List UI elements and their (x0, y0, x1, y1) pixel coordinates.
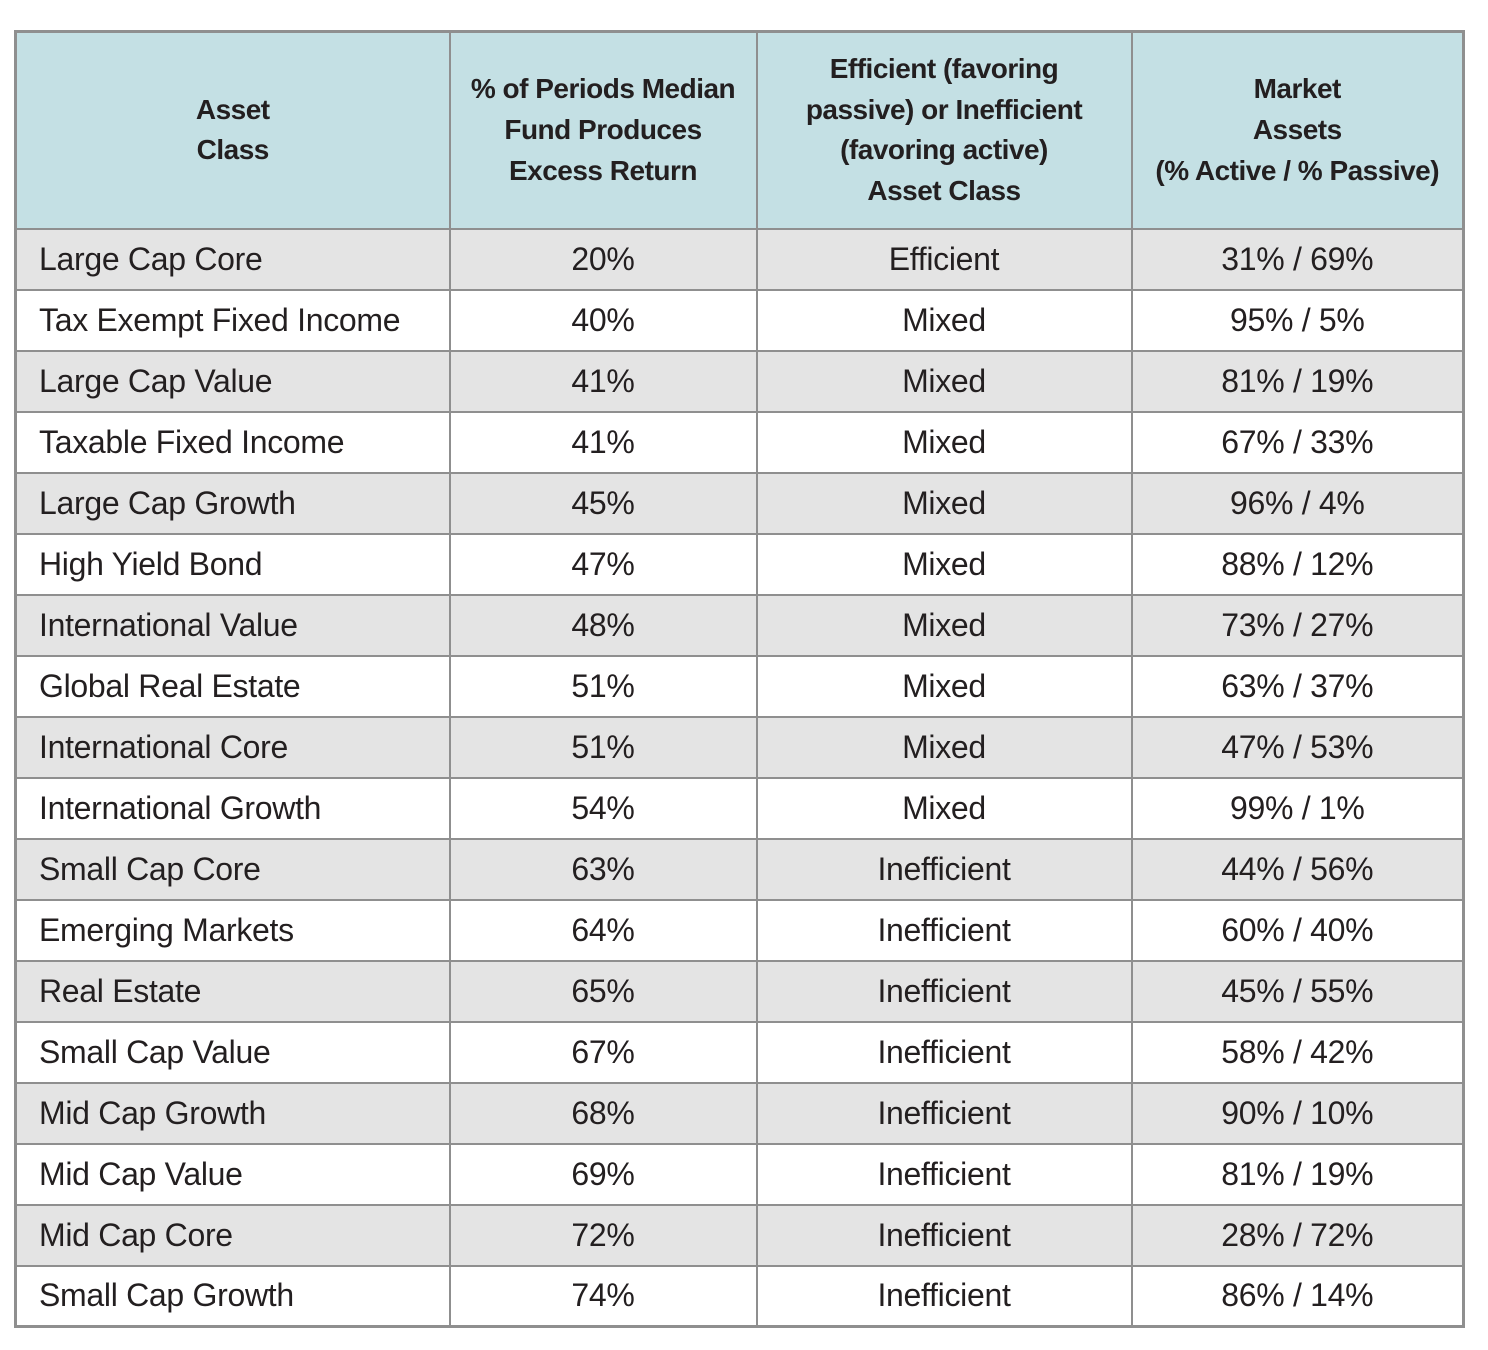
market-assets-cell: 45% / 55% (1130, 959, 1465, 1023)
market-assets-cell: 44% / 56% (1130, 837, 1465, 901)
efficiency-cell: Inefficient (755, 1264, 1133, 1328)
excess-return-cell: 41% (448, 410, 758, 474)
excess-return-cell: 51% (448, 654, 758, 718)
efficiency-cell: Mixed (755, 776, 1133, 840)
efficiency-cell: Mixed (755, 654, 1133, 718)
market-assets-cell: 90% / 10% (1130, 1081, 1465, 1145)
efficiency-cell: Inefficient (755, 959, 1133, 1023)
table-row: High Yield Bond 47% Mixed 88% / 12% (14, 532, 1465, 596)
excess-return-cell: 20% (448, 227, 758, 291)
header-excess-return: % of Periods Median Fund Produces Excess… (448, 30, 758, 230)
asset-class-cell: Small Cap Growth (14, 1264, 451, 1328)
excess-return-cell: 65% (448, 959, 758, 1023)
asset-class-cell: Taxable Fixed Income (14, 410, 451, 474)
asset-class-cell: International Value (14, 593, 451, 657)
efficiency-cell: Inefficient (755, 837, 1133, 901)
asset-class-cell: Mid Cap Growth (14, 1081, 451, 1145)
market-assets-cell: 60% / 40% (1130, 898, 1465, 962)
asset-class-cell: High Yield Bond (14, 532, 451, 596)
table-row: International Core 51% Mixed 47% / 53% (14, 715, 1465, 779)
excess-return-cell: 41% (448, 349, 758, 413)
header-efficiency: Efficient (favoring passive) or Ineffici… (755, 30, 1133, 230)
excess-return-cell: 48% (448, 593, 758, 657)
table-row: Emerging Markets 64% Inefficient 60% / 40% (14, 898, 1465, 962)
efficiency-cell: Inefficient (755, 1203, 1133, 1267)
market-assets-cell: 58% / 42% (1130, 1020, 1465, 1084)
asset-class-cell: Large Cap Value (14, 349, 451, 413)
excess-return-cell: 68% (448, 1081, 758, 1145)
excess-return-cell: 40% (448, 288, 758, 352)
market-assets-cell: 28% / 72% (1130, 1203, 1465, 1267)
market-assets-cell: 95% / 5% (1130, 288, 1465, 352)
excess-return-cell: 64% (448, 898, 758, 962)
excess-return-cell: 74% (448, 1264, 758, 1328)
asset-class-cell: International Core (14, 715, 451, 779)
table-row: International Growth 54% Mixed 99% / 1% (14, 776, 1465, 840)
excess-return-cell: 67% (448, 1020, 758, 1084)
asset-class-cell: Emerging Markets (14, 898, 451, 962)
efficiency-cell: Mixed (755, 532, 1133, 596)
table-row: Real Estate 65% Inefficient 45% / 55% (14, 959, 1465, 1023)
market-assets-cell: 88% / 12% (1130, 532, 1465, 596)
table-row: Tax Exempt Fixed Income 40% Mixed 95% / 5% (14, 288, 1465, 352)
table-row: Large Cap Core 20% Efficient 31% / 69% (14, 227, 1465, 291)
efficiency-cell: Inefficient (755, 898, 1133, 962)
excess-return-cell: 72% (448, 1203, 758, 1267)
market-assets-cell: 31% / 69% (1130, 227, 1465, 291)
header-market-assets: Market Assets (% Active / % Passive) (1130, 30, 1465, 230)
asset-class-cell: International Growth (14, 776, 451, 840)
market-assets-cell: 96% / 4% (1130, 471, 1465, 535)
table-body: Large Cap Core 20% Efficient 31% / 69% Tax E… (14, 227, 1465, 1328)
table-row: Small Cap Value 67% Inefficient 58% / 42% (14, 1020, 1465, 1084)
efficiency-cell: Mixed (755, 349, 1133, 413)
table-row: Small Cap Core 63% Inefficient 44% / 56% (14, 837, 1465, 901)
market-assets-cell: 63% / 37% (1130, 654, 1465, 718)
table-row: Large Cap Growth 45% Mixed 96% / 4% (14, 471, 1465, 535)
asset-class-cell: Tax Exempt Fixed Income (14, 288, 451, 352)
market-assets-cell: 47% / 53% (1130, 715, 1465, 779)
market-assets-cell: 81% / 19% (1130, 1142, 1465, 1206)
market-assets-cell: 67% / 33% (1130, 410, 1465, 474)
excess-return-cell: 54% (448, 776, 758, 840)
efficiency-cell: Mixed (755, 410, 1133, 474)
asset-class-cell: Mid Cap Core (14, 1203, 451, 1267)
header-asset-class: Asset Class (14, 30, 451, 230)
market-assets-cell: 81% / 19% (1130, 349, 1465, 413)
table-row: Mid Cap Growth 68% Inefficient 90% / 10% (14, 1081, 1465, 1145)
efficiency-cell: Mixed (755, 471, 1133, 535)
table-row: International Value 48% Mixed 73% / 27% (14, 593, 1465, 657)
header-row: Asset Class % of Periods Median Fund Pro… (14, 30, 1465, 230)
efficiency-cell: Inefficient (755, 1142, 1133, 1206)
efficiency-cell: Inefficient (755, 1081, 1133, 1145)
excess-return-cell: 47% (448, 532, 758, 596)
asset-class-cell: Small Cap Core (14, 837, 451, 901)
table-row: Global Real Estate 51% Mixed 63% / 37% (14, 654, 1465, 718)
excess-return-cell: 51% (448, 715, 758, 779)
market-assets-cell: 73% / 27% (1130, 593, 1465, 657)
table-row: Small Cap Growth 74% Inefficient 86% / 14% (14, 1264, 1465, 1328)
asset-class-cell: Small Cap Value (14, 1020, 451, 1084)
efficiency-cell: Inefficient (755, 1020, 1133, 1084)
table-row: Mid Cap Core 72% Inefficient 28% / 72% (14, 1203, 1465, 1267)
excess-return-cell: 63% (448, 837, 758, 901)
excess-return-cell: 69% (448, 1142, 758, 1206)
table-row: Large Cap Value 41% Mixed 81% / 19% (14, 349, 1465, 413)
efficiency-cell: Mixed (755, 288, 1133, 352)
efficiency-cell: Mixed (755, 715, 1133, 779)
table-header: Asset Class % of Periods Median Fund Pro… (14, 30, 1465, 230)
asset-class-cell: Mid Cap Value (14, 1142, 451, 1206)
table-row: Taxable Fixed Income 41% Mixed 67% / 33% (14, 410, 1465, 474)
market-assets-cell: 86% / 14% (1130, 1264, 1465, 1328)
asset-class-cell: Real Estate (14, 959, 451, 1023)
asset-class-efficiency-table: Asset Class % of Periods Median Fund Pro… (14, 30, 1465, 1328)
excess-return-cell: 45% (448, 471, 758, 535)
market-assets-cell: 99% / 1% (1130, 776, 1465, 840)
table-row: Mid Cap Value 69% Inefficient 81% / 19% (14, 1142, 1465, 1206)
asset-class-cell: Global Real Estate (14, 654, 451, 718)
asset-class-cell: Large Cap Growth (14, 471, 451, 535)
asset-class-cell: Large Cap Core (14, 227, 451, 291)
efficiency-cell: Efficient (755, 227, 1133, 291)
efficiency-cell: Mixed (755, 593, 1133, 657)
asset-class-efficiency-table-container: Asset Class % of Periods Median Fund Pro… (14, 30, 1465, 1328)
